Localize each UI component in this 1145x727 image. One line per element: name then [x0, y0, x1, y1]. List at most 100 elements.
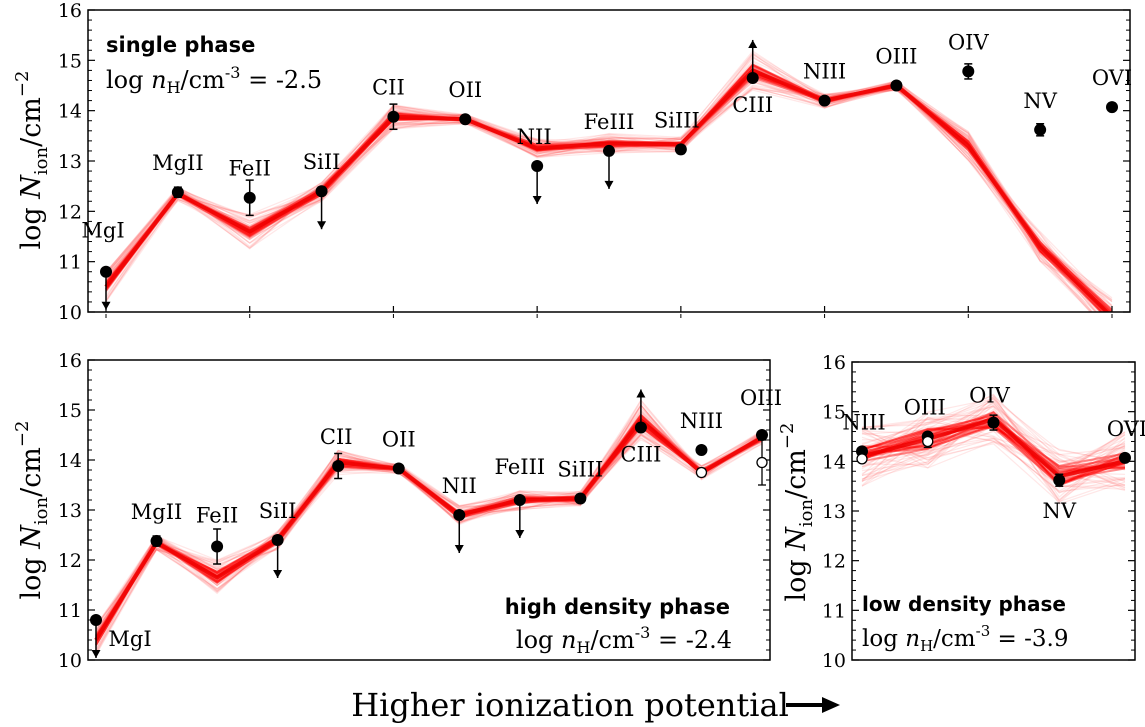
model-realization	[861, 412, 1126, 502]
model-realization	[95, 430, 763, 638]
ion-label: CII	[320, 425, 353, 449]
model-realization	[105, 69, 1103, 312]
model-realization	[105, 67, 1108, 312]
svg-text:log Nion/cm−2: log Nion/cm−2	[12, 421, 52, 600]
panel-title: single phase	[106, 33, 255, 57]
observed-point	[459, 113, 472, 126]
model-realization	[95, 404, 763, 644]
model-realization	[105, 81, 1098, 312]
ion-label: NV	[1023, 89, 1057, 113]
model-realization	[95, 431, 763, 652]
observed-point	[513, 494, 526, 506]
model-realization	[105, 80, 1106, 312]
model-realization	[95, 416, 763, 636]
model-realization	[861, 401, 1126, 498]
model-realization	[861, 398, 1126, 463]
observed-point	[962, 65, 975, 78]
model-realization	[95, 412, 763, 644]
ion-label: MgI	[108, 627, 151, 651]
model-realization	[95, 404, 763, 653]
y-tick-label: 14	[822, 451, 846, 473]
observed-point	[987, 416, 1000, 429]
model-median-line	[94, 417, 764, 642]
model-realization	[861, 398, 1126, 488]
ion-label: OIV	[948, 30, 990, 54]
model-realization	[105, 63, 1108, 312]
model-realization	[105, 64, 1098, 312]
model-realization	[861, 427, 1126, 475]
model-realization	[861, 429, 1126, 471]
panel-title: low density phase	[862, 592, 1066, 616]
y-tick-label: 13	[58, 500, 82, 522]
model-realization	[861, 411, 1126, 487]
observed-point	[392, 462, 405, 475]
model-median-line	[104, 68, 1110, 312]
model-realization	[861, 436, 1126, 504]
panel-single-phase: log Nion/cm−2 single phase log nH/cm-3 =…	[12, 0, 1132, 324]
model-realization	[95, 431, 763, 650]
model-band	[104, 50, 1113, 312]
ion-label: NIII	[803, 60, 846, 84]
model-realization	[861, 438, 1126, 481]
ion-label: SiII	[303, 150, 341, 174]
y-tick-label: 11	[58, 252, 82, 274]
model-realization	[861, 432, 1126, 464]
panel-high-density-phase: log Nion/cm−2 high density phase log nH/…	[12, 350, 782, 672]
model-realization	[105, 68, 1092, 312]
model-realization	[105, 55, 1101, 312]
y-tick-label: 14	[58, 450, 82, 472]
y-tick-label: 16	[58, 0, 82, 22]
model-band	[94, 399, 764, 656]
model-realization	[95, 409, 763, 634]
svg-text:log Nion/cm−2: log Nion/cm−2	[12, 71, 52, 250]
model-realization	[95, 401, 763, 634]
y-tick-label: 15	[822, 402, 846, 424]
model-realization	[861, 400, 1126, 475]
model-realization	[105, 64, 1110, 312]
y-tick-label: 10	[58, 302, 82, 324]
model-realization	[861, 416, 1126, 475]
ion-label: NIII	[842, 410, 885, 434]
y-tick-label: 13	[822, 501, 846, 523]
observed-point	[211, 540, 224, 553]
model-realization	[95, 403, 763, 633]
y-tick-label: 12	[822, 551, 846, 573]
observed-point	[1053, 474, 1066, 487]
model-realization	[95, 432, 763, 654]
ion-label: FeIII	[584, 110, 635, 134]
model-realization	[105, 68, 1113, 311]
ion-label: FeII	[196, 504, 238, 528]
observed-point	[271, 534, 284, 546]
model-realization	[861, 405, 1126, 483]
model-realization	[861, 395, 1126, 488]
observed-point	[243, 191, 256, 204]
observed-point	[574, 492, 587, 505]
model-realization	[105, 66, 1103, 312]
hollow-point	[856, 453, 868, 465]
model-realization	[861, 411, 1126, 470]
ion-label: FeII	[228, 157, 270, 181]
ion-label: OIV	[969, 384, 1011, 408]
model-realization	[861, 430, 1126, 487]
observed-point	[890, 79, 903, 92]
model-realization	[861, 393, 1126, 503]
ion-label: OVI	[1092, 66, 1132, 90]
model-realization	[95, 399, 763, 634]
ion-label: OIII	[875, 45, 917, 69]
model-realization	[861, 412, 1126, 501]
density-label: log nH/cm-3 = -2.5	[106, 63, 322, 97]
ion-label: NII	[442, 474, 477, 498]
y-tick-label: 12	[58, 201, 82, 223]
panel-low-density-phase: log Nion/cm−2 low density phase log nH/c…	[777, 352, 1145, 672]
ion-label: SiIII	[557, 458, 603, 482]
ion-label: MgI	[81, 219, 124, 243]
model-realization	[105, 70, 1113, 312]
model-realization	[861, 394, 1126, 489]
y-tick-label: 12	[58, 550, 82, 572]
y-axis-label: log Nion/cm−2	[777, 423, 817, 602]
model-realization	[95, 416, 763, 645]
model-realization	[861, 431, 1126, 493]
model-realization	[861, 398, 1126, 492]
y-axis-label: log Nion/cm−2	[12, 71, 52, 250]
